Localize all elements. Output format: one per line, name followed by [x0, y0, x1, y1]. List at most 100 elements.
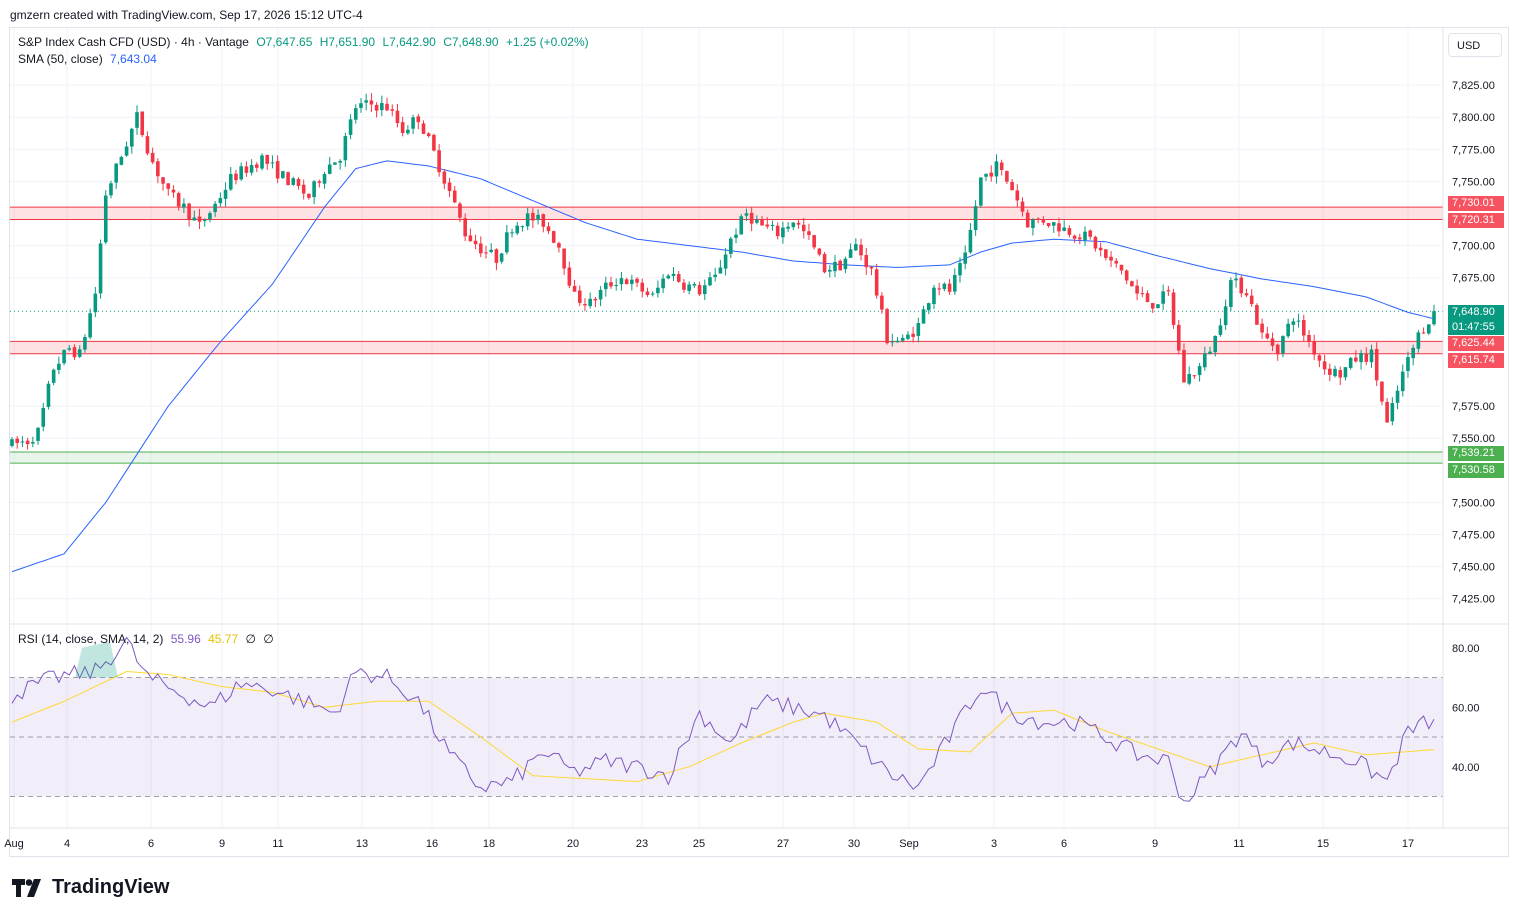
close-value: C7,648.90 [443, 35, 499, 49]
candle-down [1046, 222, 1051, 226]
candle-up [103, 195, 108, 243]
sma-line [11, 160, 1435, 573]
rsi-overbought-fill [75, 641, 118, 678]
candle-down [437, 150, 441, 173]
candle-up [46, 383, 51, 407]
candle-up [312, 181, 316, 198]
candle-down [911, 333, 915, 337]
candle-down [484, 252, 488, 254]
candle-down [1317, 355, 1322, 361]
candle-down [1421, 332, 1426, 334]
rsi-value: 55.96 [170, 632, 201, 646]
candle-up [666, 275, 671, 279]
candle-down [812, 235, 816, 248]
candle-up [723, 254, 728, 269]
candle-down [609, 282, 613, 287]
candle-down [369, 100, 374, 105]
candle-down [682, 282, 686, 290]
candle-down [1239, 277, 1244, 294]
candle-up [380, 103, 384, 111]
rsi-legend[interactable]: RSI (14, close, SMA, 14, 2) 55.96 45.77 … [18, 632, 278, 646]
candle-up [1333, 368, 1337, 377]
candle-up [1187, 373, 1191, 384]
candle-up [406, 129, 410, 134]
time-tick-label: 23 [636, 838, 648, 850]
candle-down [645, 291, 650, 296]
candle-up [781, 227, 785, 238]
candle-down [989, 172, 994, 177]
candle-down [624, 279, 629, 285]
sma-50-line [11, 160, 1435, 573]
candle-up [604, 282, 608, 290]
time-tick-label: 27 [777, 838, 789, 850]
sma-legend[interactable]: SMA (50, close) 7,643.04 [18, 52, 161, 66]
price-tag-r2-top: 7,625.44 [1448, 336, 1504, 351]
price-zones [10, 206, 1443, 464]
candle-up [57, 363, 61, 370]
candle-up [31, 442, 35, 444]
candle-down [1140, 293, 1145, 295]
candle-down [478, 243, 483, 254]
candle-down [937, 288, 941, 290]
candles [10, 93, 1436, 450]
candle-up [333, 162, 337, 165]
candle-up [1348, 357, 1353, 368]
candle-up [1031, 219, 1035, 228]
candle-down [452, 190, 457, 203]
candle-down [442, 171, 447, 184]
candle-down [1025, 212, 1030, 228]
candle-down [416, 116, 421, 123]
main-legend[interactable]: S&P Index Cash CFD (USD) · 4h · Vantage … [18, 35, 593, 49]
candle-up [739, 216, 744, 235]
candle-up [1291, 321, 1296, 325]
candle-down [171, 189, 176, 193]
candle-up [98, 243, 103, 294]
candle-down [1067, 228, 1072, 235]
candle-up [499, 253, 504, 262]
candle-up [77, 349, 82, 357]
candle-down [1275, 344, 1280, 355]
candle-up [926, 303, 931, 311]
time-tick-label: 25 [693, 838, 705, 850]
candle-down [1150, 303, 1155, 309]
candle-up [270, 162, 275, 164]
rsi-ma-value: 45.77 [208, 632, 239, 646]
time-tick-label: 18 [483, 838, 495, 850]
candle-up [713, 274, 717, 277]
currency-button[interactable]: USD [1448, 33, 1502, 57]
candle-up [322, 173, 327, 184]
candle-up [1051, 222, 1056, 226]
price-tick-label: 7,450.00 [1452, 562, 1495, 574]
candle-down [869, 266, 874, 269]
candle-down [1088, 230, 1093, 237]
price-tag-countdown: 01:47:55 [1448, 320, 1504, 335]
candle-down [275, 161, 280, 179]
candle-down [1255, 305, 1259, 325]
grid [10, 28, 1442, 828]
candle-up [119, 156, 124, 165]
rsi-extra-1: ∅ [245, 632, 256, 646]
tradingview-logo[interactable]: TradingView [12, 876, 169, 899]
price-tick-label: 7,775.00 [1452, 144, 1495, 156]
candle-up [411, 117, 415, 129]
candle-up [968, 230, 973, 253]
change-value: +1.25 (+0.02%) [505, 35, 589, 49]
candle-up [1218, 325, 1223, 335]
candle-down [1374, 349, 1379, 381]
time-tick-label: 11 [272, 838, 283, 850]
candle-down [1322, 361, 1327, 370]
rsi-tick-label: 60.00 [1452, 702, 1480, 714]
candle-down [577, 290, 582, 303]
candle-down [1307, 334, 1311, 342]
candle-down [140, 111, 145, 136]
candle-up [67, 348, 72, 350]
candle-down [775, 225, 780, 237]
candle-down [385, 103, 389, 111]
candle-up [994, 161, 999, 177]
candle-down [494, 249, 499, 263]
candle-up [20, 441, 25, 443]
candle-up [921, 309, 926, 324]
candle-up [1234, 278, 1238, 281]
sma-value: 7,643.04 [110, 52, 157, 66]
